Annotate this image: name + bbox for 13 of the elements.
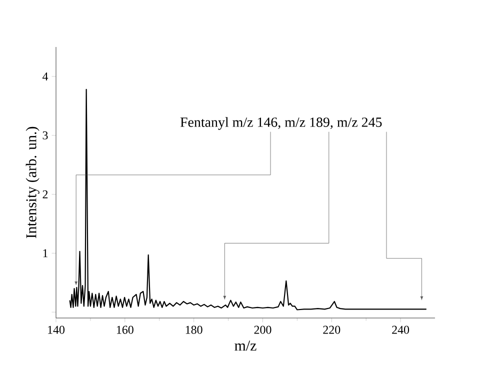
y-tick-label: 4 (42, 72, 48, 80)
y-tick-label: 3 (42, 131, 48, 140)
x-tick-label: 240 (392, 326, 410, 334)
x-tick-label: 180 (186, 326, 202, 334)
x-tick-label: 140 (48, 326, 65, 334)
y-axis-title: Intensity (arb. un.) (26, 126, 40, 238)
x-axis-title: m/z (234, 340, 256, 351)
x-tick-label: 160 (116, 326, 134, 334)
annotation: Fentanyl m/z 146, m/z 189, m/z 245 (180, 117, 382, 130)
x-tick-label: 220 (323, 326, 340, 334)
x-tick-label: 200 (254, 326, 272, 334)
y-tick-label: 1 (43, 249, 48, 258)
y-tick-label: 2 (42, 190, 48, 198)
